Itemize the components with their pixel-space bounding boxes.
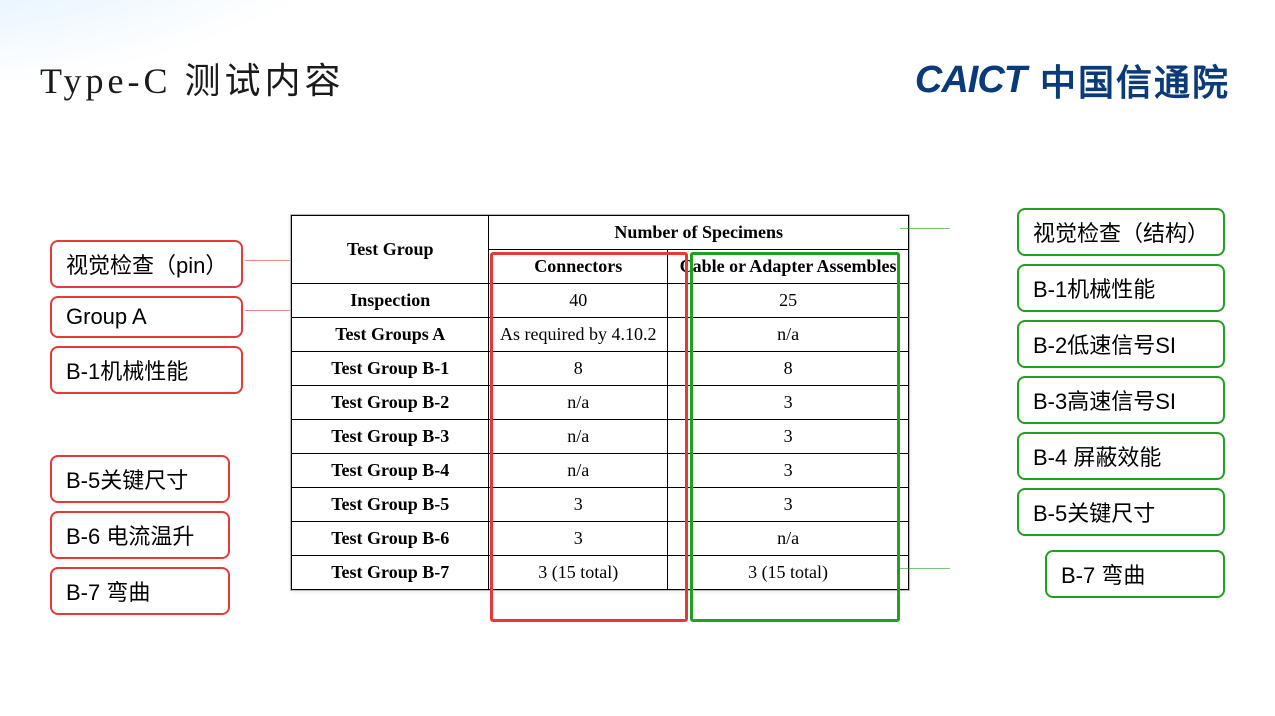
pill-b7-right: B-7 弯曲 [1045, 550, 1225, 598]
table-row: Test Groups AAs required by 4.10.2n/a [292, 318, 909, 352]
connector-line [245, 310, 290, 311]
table-row: Test Group B-2n/a3 [292, 386, 909, 420]
specimen-table: Test Group Number of Specimens Connector… [291, 215, 909, 590]
logo-text-cn: 中国信通院 [1040, 54, 1230, 106]
table-row: Test Group B-73 (15 total)3 (15 total) [292, 556, 909, 590]
pill-b1-mech-right: B-1机械性能 [1017, 264, 1225, 312]
table-row: Test Group B-533 [292, 488, 909, 522]
table-row: Test Group B-63n/a [292, 522, 909, 556]
table-cell: n/a [489, 454, 668, 488]
table-cell: Test Group B-5 [292, 488, 489, 522]
table-cell: Test Group B-2 [292, 386, 489, 420]
pill-group-a: Group A [50, 296, 243, 338]
logo-mark: CAICT [915, 59, 1026, 102]
pill-b1-mech-left: B-1机械性能 [50, 346, 243, 394]
th-cable-assembles: Cable or Adapter Assembles [668, 250, 909, 284]
page-title: Type-C 测试内容 [40, 52, 344, 104]
pill-b5-left: B-5关键尺寸 [50, 455, 230, 503]
table-cell: 8 [668, 352, 909, 386]
table-cell: 25 [668, 284, 909, 318]
pill-visual-pin: 视觉检查（pin） [50, 240, 243, 288]
table-cell: n/a [489, 386, 668, 420]
table-cell: 3 (15 total) [668, 556, 909, 590]
pill-b6: B-6 电流温升 [50, 511, 230, 559]
table-cell: 3 [668, 386, 909, 420]
pill-b4: B-4 屏蔽效能 [1017, 432, 1225, 480]
table-cell: 3 [489, 488, 668, 522]
table-cell: Test Group B-4 [292, 454, 489, 488]
table-row: Inspection4025 [292, 284, 909, 318]
pill-b3: B-3高速信号SI [1017, 376, 1225, 424]
table-cell: Test Group B-1 [292, 352, 489, 386]
table-row: Test Group B-188 [292, 352, 909, 386]
pill-b7-left: B-7 弯曲 [50, 567, 230, 615]
table-row: Test Group B-3n/a3 [292, 420, 909, 454]
th-num-specimens: Number of Specimens [489, 216, 909, 250]
table-cell: Test Group B-3 [292, 420, 489, 454]
pill-b5-right: B-5关键尺寸 [1017, 488, 1225, 536]
table-cell: Test Group B-6 [292, 522, 489, 556]
pill-visual-struct: 视觉检查（结构） [1017, 208, 1225, 256]
pill-b2: B-2低速信号SI [1017, 320, 1225, 368]
th-test-group: Test Group [292, 216, 489, 284]
table-cell: 3 [489, 522, 668, 556]
table-cell: n/a [668, 522, 909, 556]
table-cell: 40 [489, 284, 668, 318]
table-cell: 3 [668, 420, 909, 454]
table-cell: Inspection [292, 284, 489, 318]
table-cell: n/a [668, 318, 909, 352]
right-pill-group-2: B-7 弯曲 [1045, 550, 1225, 598]
connector-line [245, 260, 290, 261]
left-pill-group-2: B-5关键尺寸 B-6 电流温升 B-7 弯曲 [50, 455, 230, 615]
specimen-table-wrap: Test Group Number of Specimens Connector… [290, 214, 910, 591]
table-cell: Test Group B-7 [292, 556, 489, 590]
table-cell: 8 [489, 352, 668, 386]
table-row: Test Group B-4n/a3 [292, 454, 909, 488]
caict-logo: CAICT 中国信通院 [915, 54, 1230, 106]
table-cell: 3 [668, 488, 909, 522]
table-cell: n/a [489, 420, 668, 454]
th-connectors: Connectors [489, 250, 668, 284]
table-cell: Test Groups A [292, 318, 489, 352]
table-cell: As required by 4.10.2 [489, 318, 668, 352]
right-pill-group-1: 视觉检查（结构） B-1机械性能 B-2低速信号SI B-3高速信号SI B-4… [1017, 208, 1225, 536]
table-cell: 3 [668, 454, 909, 488]
table-cell: 3 (15 total) [489, 556, 668, 590]
left-pill-group-1: 视觉检查（pin） Group A B-1机械性能 [50, 240, 243, 394]
